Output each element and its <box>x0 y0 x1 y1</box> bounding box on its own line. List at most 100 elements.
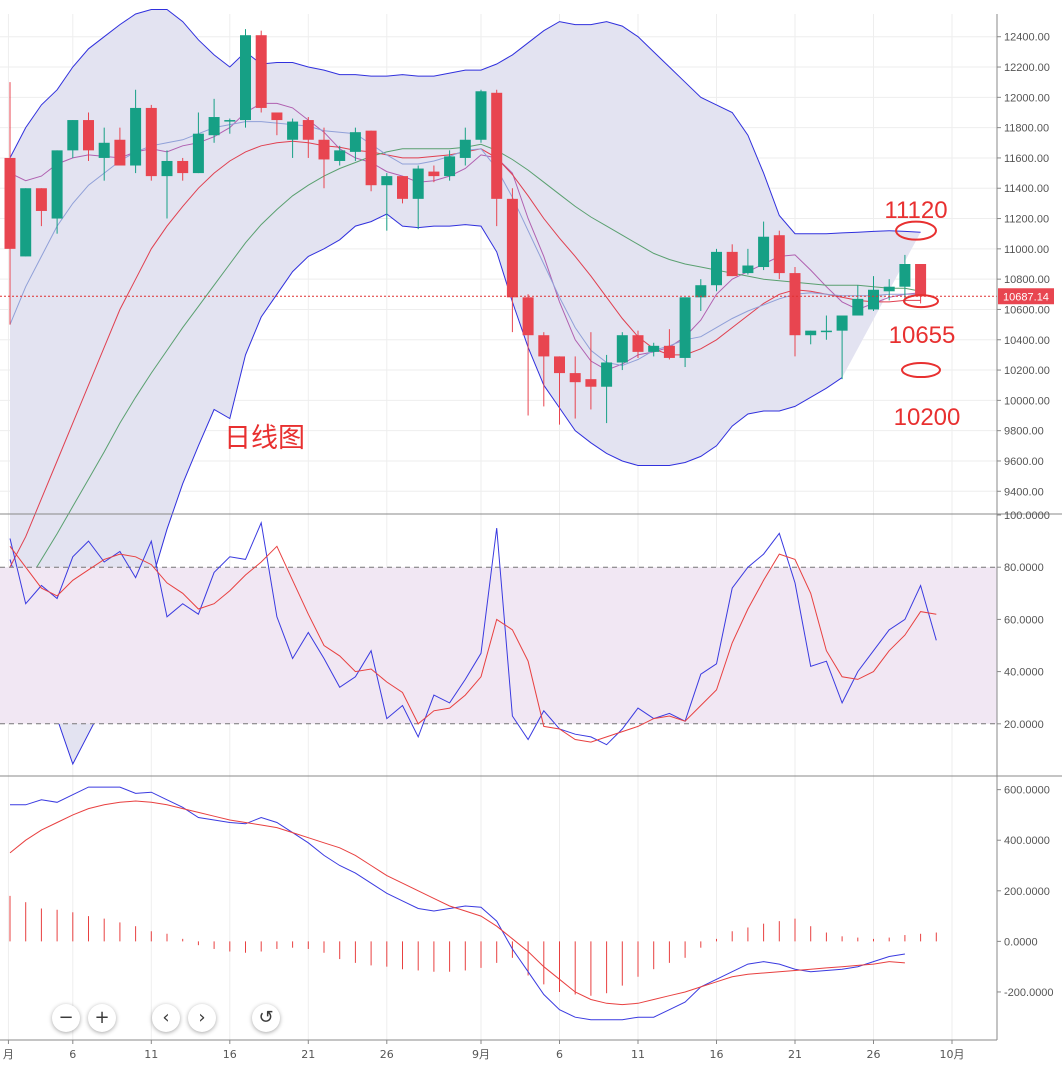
y-tick-label: 400.0000 <box>1004 835 1050 847</box>
y-tick-label: 11200.00 <box>1004 214 1049 226</box>
candle <box>224 118 236 134</box>
candle-body <box>412 168 424 199</box>
candle <box>412 165 424 230</box>
candle-body <box>475 91 487 140</box>
candle <box>915 264 927 304</box>
candle-body <box>538 335 550 357</box>
candle <box>208 98 220 143</box>
candle <box>161 150 173 219</box>
y-tick-label: 200.0000 <box>1004 886 1050 898</box>
candles <box>4 29 927 425</box>
candle <box>318 127 330 189</box>
macd-lines <box>9 786 905 1021</box>
candle-body <box>177 160 189 174</box>
resistance-circle <box>895 220 937 241</box>
candle <box>538 332 550 407</box>
candle-body <box>506 198 518 298</box>
y-tick-label: 9600.00 <box>1004 456 1044 468</box>
y-tick-label: 11800.00 <box>1004 123 1049 135</box>
candle <box>726 244 738 277</box>
candle-body <box>820 330 832 333</box>
chart-navigation: − + ‹ › ↺ <box>52 1004 280 1032</box>
candle-body <box>161 160 173 177</box>
candle-body <box>67 120 79 151</box>
zoom-in-button[interactable]: + <box>88 1004 116 1032</box>
candle-body <box>381 176 393 186</box>
candle-body <box>224 120 236 122</box>
candle <box>648 342 660 357</box>
y-tick-label: 600.0000 <box>1004 785 1050 797</box>
candle <box>20 188 32 257</box>
scroll-back-button[interactable]: ‹ <box>152 1004 180 1032</box>
stochastic-lines <box>9 521 937 746</box>
candle-body <box>695 285 707 298</box>
candle <box>83 112 94 161</box>
candle <box>695 279 707 311</box>
macd-line-2 <box>9 800 905 1006</box>
support-circle <box>901 362 941 379</box>
candle <box>616 332 628 371</box>
candle <box>773 230 785 280</box>
candle-body <box>365 130 377 186</box>
candle <box>758 221 770 271</box>
x-tick-label: 16 <box>710 1048 724 1061</box>
candle <box>51 150 63 234</box>
candle-body <box>20 188 32 257</box>
x-tick-label: 16 <box>223 1048 237 1061</box>
zoom-out-button[interactable]: − <box>52 1004 80 1032</box>
candle-body <box>302 120 314 140</box>
candle-body <box>632 335 644 352</box>
candle-body <box>899 264 911 287</box>
candle <box>711 248 722 292</box>
candle <box>381 173 393 231</box>
candle <box>334 145 346 166</box>
y-tick-label: 10400.00 <box>1004 335 1050 347</box>
candle-body <box>554 356 565 374</box>
y-tick-label: 20.0000 <box>1004 719 1044 731</box>
x-tick-label: 21 <box>301 1048 315 1061</box>
candle-body <box>773 235 785 274</box>
candle <box>805 330 817 345</box>
candle <box>632 330 644 358</box>
candle-body <box>4 157 16 249</box>
macd-histogram <box>9 895 937 996</box>
x-tick-label: 9月 <box>472 1048 490 1061</box>
time-axis-labels: 月 6 11 16 21 26 9月 6 11 16 21 26 10月 <box>3 1040 965 1061</box>
candle-body <box>397 176 408 199</box>
candle-body <box>585 379 597 387</box>
x-tick-label: 26 <box>867 1048 881 1061</box>
candle-body <box>192 133 204 174</box>
candle-body <box>522 297 534 336</box>
candle-body <box>726 251 738 277</box>
candle-body <box>83 120 94 151</box>
candle <box>397 176 408 204</box>
chart-name-annotation: 日线图 <box>224 423 305 454</box>
candle <box>883 279 895 301</box>
reset-view-button[interactable]: ↺ <box>252 1004 280 1032</box>
stochastic-line-2 <box>9 545 937 743</box>
candle <box>601 354 613 424</box>
y-tick-label: 0.0000 <box>1004 936 1038 948</box>
candle <box>899 254 911 302</box>
x-tick-label: 11 <box>631 1048 645 1061</box>
candle-body <box>616 335 628 363</box>
y-tick-label: 40.0000 <box>1004 667 1044 679</box>
candle <box>130 89 142 174</box>
y-tick-label: 100.0000 <box>1004 510 1050 522</box>
resistance-label: 11120 <box>884 197 947 224</box>
candle <box>4 82 16 325</box>
candle-body <box>98 142 110 158</box>
candle-body <box>789 273 801 336</box>
scroll-forward-button[interactable]: › <box>188 1004 216 1032</box>
candle-body <box>51 150 63 219</box>
candle <box>177 157 189 181</box>
candle-body <box>883 286 895 292</box>
candle <box>789 267 801 357</box>
y-tick-label: 60.0000 <box>1004 614 1044 626</box>
x-tick-label: 11 <box>144 1048 158 1061</box>
candle-body <box>601 362 613 387</box>
candle-body <box>444 156 456 177</box>
candle <box>240 29 251 128</box>
bollinger-upper-line <box>9 9 921 235</box>
